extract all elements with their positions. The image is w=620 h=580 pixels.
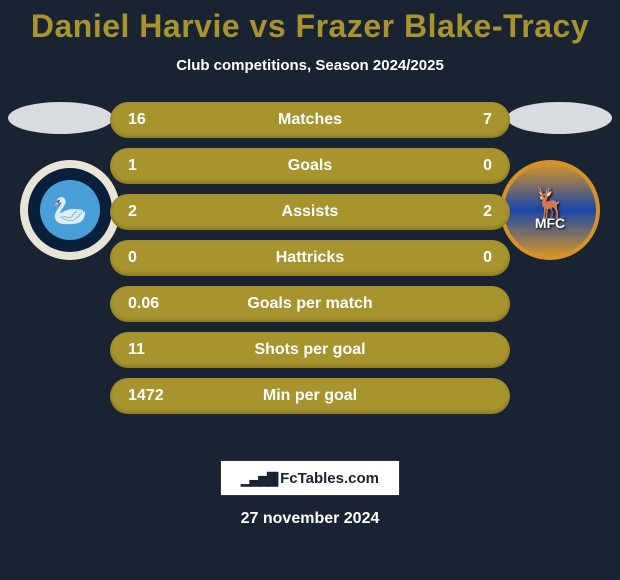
stat-right-value: 0 [442,157,492,175]
brand-logo[interactable]: ▁▃▅▇ FcTables.com [220,460,400,496]
swan-icon: 🦢 [40,180,100,240]
stat-label: Matches [178,111,442,129]
stat-left-value: 0.06 [128,295,178,313]
stat-row: 0Hattricks0 [110,240,510,276]
player-right-photo-placeholder [507,102,612,134]
player-right-club-badge: 🦌 MFC [500,160,600,260]
stat-label: Hattricks [178,249,442,267]
stat-left-value: 16 [128,111,178,129]
stat-left-value: 11 [128,341,178,359]
stat-label: Goals [178,157,442,175]
stat-right-value: 2 [442,203,492,221]
club-abbrev: MFC [535,215,565,231]
stat-left-value: 2 [128,203,178,221]
stat-label: Assists [178,203,442,221]
stat-right-value: 0 [442,249,492,267]
stat-left-value: 1 [128,157,178,175]
stat-left-value: 0 [128,249,178,267]
player-left-club-badge: 🦢 [20,160,120,260]
stat-label: Min per goal [178,387,442,405]
stat-row: 0.06Goals per match [110,286,510,322]
badge-circle: 🦌 MFC [500,160,600,260]
comparison-subtitle: Club competitions, Season 2024/2025 [0,57,620,74]
chart-icon: ▁▃▅▇ [241,470,276,487]
stat-row: 2Assists2 [110,194,510,230]
stag-icon: 🦌 MFC [531,189,568,231]
stat-label: Shots per goal [178,341,442,359]
comparison-content: 🦢 🦌 MFC 16Matches71Goals02Assists20Hattr… [0,102,620,442]
stat-row: 1472Min per goal [110,378,510,414]
stat-left-value: 1472 [128,387,178,405]
player-left-photo-placeholder [8,102,113,134]
badge-circle: 🦢 [20,160,120,260]
comparison-title: Daniel Harvie vs Frazer Blake-Tracy [0,0,620,45]
stat-row: 16Matches7 [110,102,510,138]
snapshot-date: 27 november 2024 [0,510,620,528]
stat-right-value: 7 [442,111,492,129]
stat-row: 11Shots per goal [110,332,510,368]
stat-label: Goals per match [178,295,442,313]
stats-list: 16Matches71Goals02Assists20Hattricks00.0… [110,102,510,424]
brand-text: FcTables.com [280,470,379,487]
stat-row: 1Goals0 [110,148,510,184]
